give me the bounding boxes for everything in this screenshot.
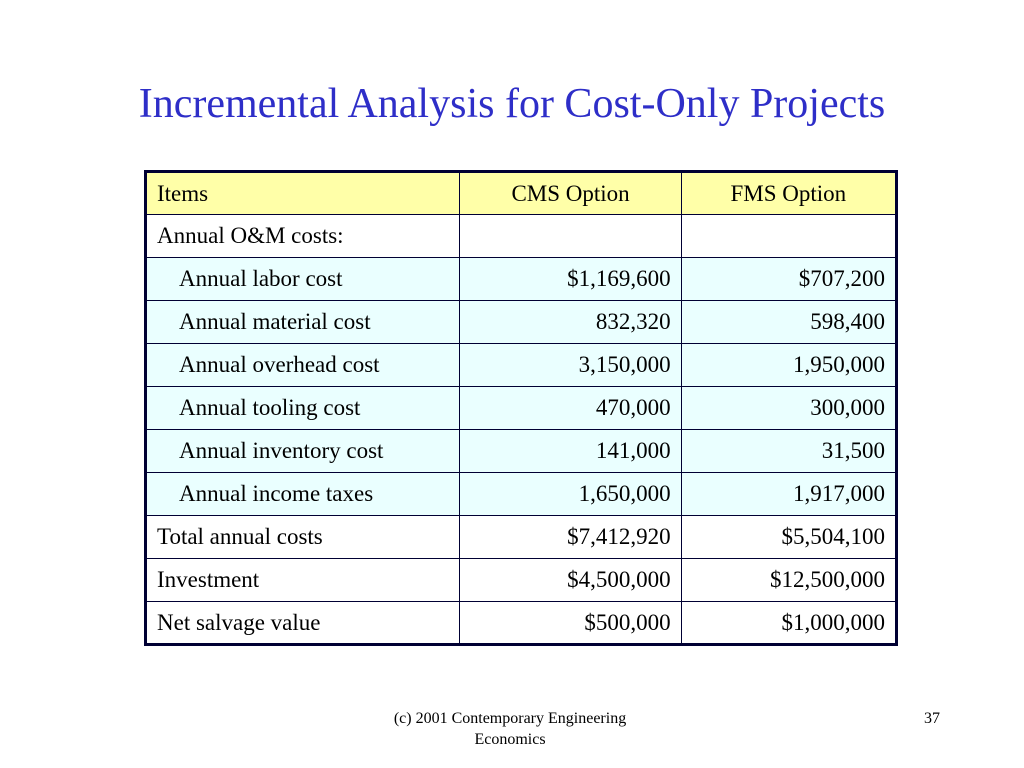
- row-label: Net salvage value: [144, 601, 461, 645]
- table-row: Annual O&M costs:: [144, 214, 898, 258]
- table-row: Annual inventory cost 141,000 31,500: [144, 429, 898, 473]
- fms-value: 598,400: [680, 300, 898, 344]
- fms-value: $5,504,100: [680, 515, 898, 559]
- row-label: Annual labor cost: [144, 257, 461, 301]
- cms-value: 3,150,000: [459, 343, 682, 387]
- cms-value: $7,412,920: [459, 515, 682, 559]
- row-label: Annual material cost: [144, 300, 461, 344]
- fms-value: 1,950,000: [680, 343, 898, 387]
- cms-value: [459, 214, 682, 258]
- cms-value: 1,650,000: [459, 472, 682, 516]
- header-items: Items: [144, 171, 461, 215]
- row-label: Annual overhead cost: [144, 343, 461, 387]
- cms-value: 141,000: [459, 429, 682, 473]
- fms-value: [680, 214, 898, 258]
- page-number: 37: [924, 710, 940, 727]
- cms-value: 470,000: [459, 386, 682, 430]
- cms-value: $1,169,600: [459, 257, 682, 301]
- footer-copyright: (c) 2001 Contemporary Engineering Econom…: [393, 710, 627, 748]
- row-label: Annual tooling cost: [144, 386, 461, 430]
- fms-value: $1,000,000: [680, 601, 898, 645]
- fms-value: 300,000: [680, 386, 898, 430]
- cost-comparison-table: Items CMS Option FMS Option Annual O&M c…: [144, 170, 898, 646]
- table-row: Annual tooling cost 470,000 300,000: [144, 386, 898, 430]
- row-label: Annual O&M costs:: [144, 214, 461, 258]
- cms-value: 832,320: [459, 300, 682, 344]
- table-row: Annual income taxes 1,650,000 1,917,000: [144, 472, 898, 516]
- slide-title: Incremental Analysis for Cost-Only Proje…: [138, 81, 886, 127]
- fms-value: 1,917,000: [680, 472, 898, 516]
- row-label: Total annual costs: [144, 515, 461, 559]
- table-row: Investment $4,500,000 $12,500,000: [144, 558, 898, 602]
- fms-value: $12,500,000: [680, 558, 898, 602]
- cms-value: $4,500,000: [459, 558, 682, 602]
- fms-value: 31,500: [680, 429, 898, 473]
- row-label: Annual income taxes: [144, 472, 461, 516]
- table-row: Net salvage value $500,000 $1,000,000: [144, 601, 898, 645]
- table-row: Total annual costs $7,412,920 $5,504,100: [144, 515, 898, 559]
- table-row: Annual material cost 832,320 598,400: [144, 300, 898, 344]
- table-row: Annual labor cost $1,169,600 $707,200: [144, 257, 898, 301]
- row-label: Investment: [144, 558, 461, 602]
- header-cms-option: CMS Option: [459, 171, 682, 215]
- fms-value: $707,200: [680, 257, 898, 301]
- table-row: Annual overhead cost 3,150,000 1,950,000: [144, 343, 898, 387]
- row-label: Annual inventory cost: [144, 429, 461, 473]
- cms-value: $500,000: [459, 601, 682, 645]
- table-header-row: Items CMS Option FMS Option: [144, 171, 898, 215]
- header-fms-option: FMS Option: [680, 171, 898, 215]
